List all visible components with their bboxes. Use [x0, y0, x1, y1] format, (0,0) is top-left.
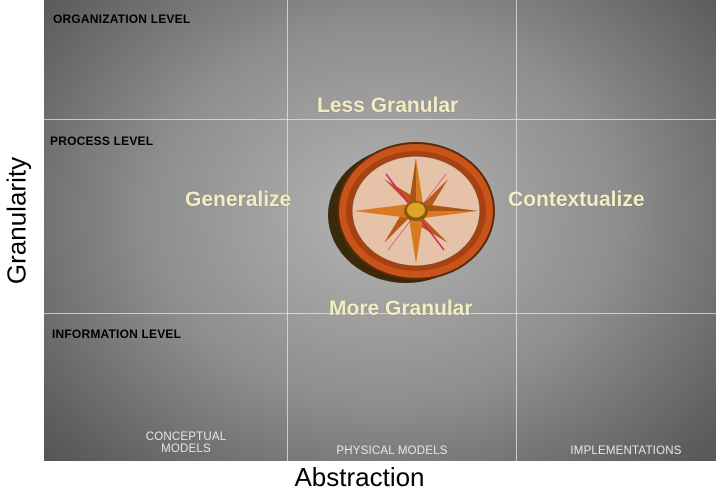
x-axis-label: Abstraction [294, 462, 425, 492]
compass-icon [328, 142, 495, 283]
compass-star-shade [409, 158, 416, 211]
grid-line-vertical [287, 0, 288, 461]
column-label-conceptual-line2: MODELS [161, 443, 211, 455]
direction-contextualize: Contextualize [508, 188, 645, 211]
direction-more-granular: More Granular [329, 297, 473, 320]
granularity-abstraction-grid: ORGANIZATION LEVEL PROCESS LEVEL INFORMA… [44, 0, 716, 461]
compass-hub [407, 202, 425, 218]
direction-less-granular: Less Granular [317, 94, 459, 117]
y-axis-label: Granularity [1, 156, 32, 285]
row-label-organization: ORGANIZATION LEVEL [53, 12, 191, 26]
grid-line-horizontal [44, 119, 716, 120]
compass-star-west [354, 204, 416, 218]
column-label-conceptual-line1: CONCEPTUAL [145, 431, 227, 443]
grid-line-horizontal [44, 313, 716, 314]
row-label-information: INFORMATION LEVEL [52, 327, 182, 341]
compass-star-south [409, 211, 423, 264]
compass-star-shade [416, 204, 478, 211]
grid-line-vertical [516, 0, 517, 461]
column-label-conceptual: CONCEPTUAL MODELS [116, 431, 256, 455]
row-label-process: PROCESS LEVEL [50, 134, 154, 148]
column-label-physical: PHYSICAL MODELS [336, 445, 448, 457]
column-label-implementations: IMPLEMENTATIONS [570, 445, 682, 457]
direction-generalize: Generalize [185, 188, 292, 211]
